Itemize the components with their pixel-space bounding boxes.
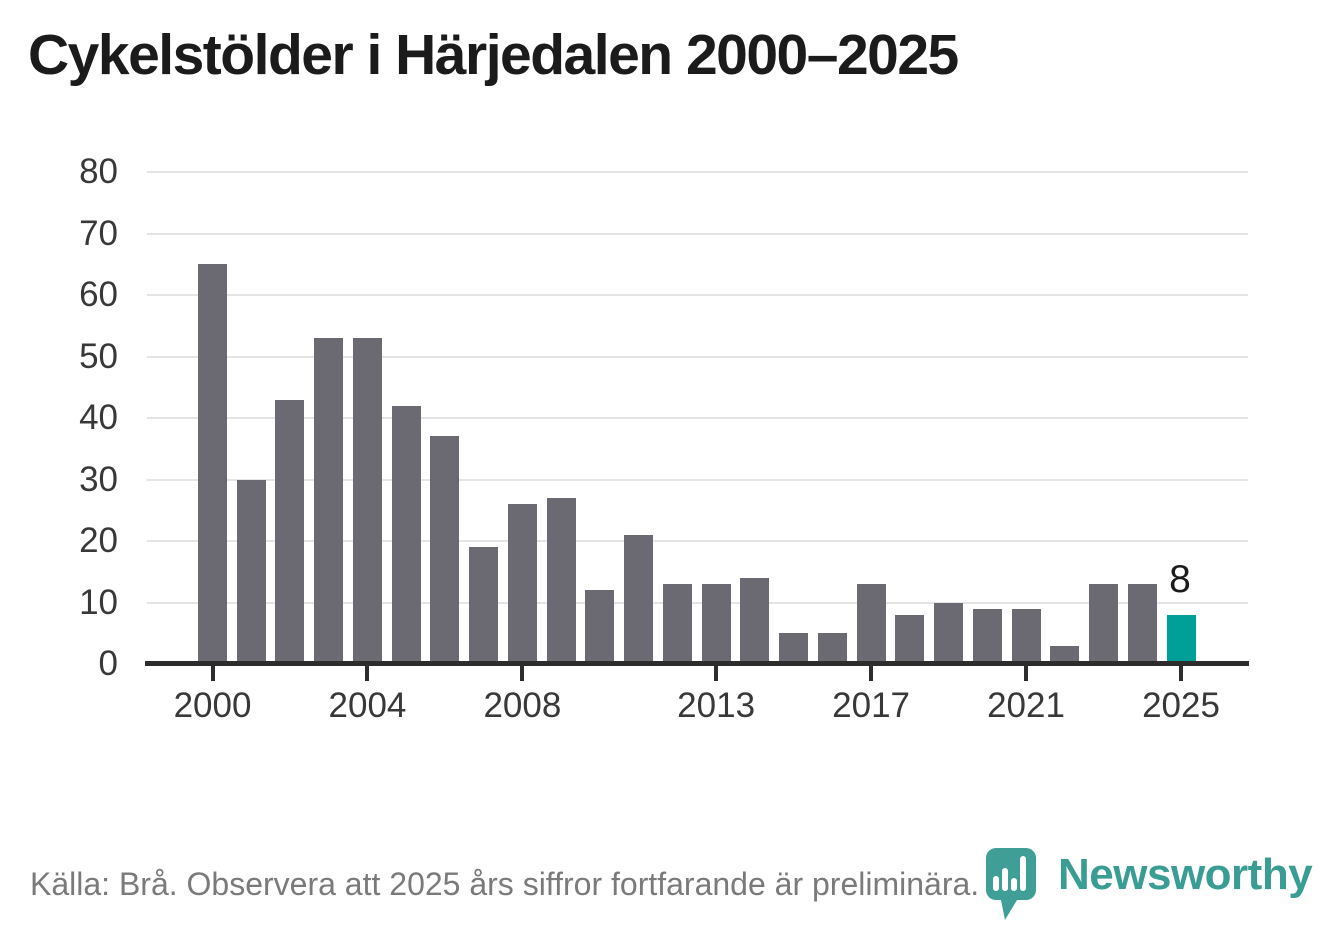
bar-2023 [1089, 584, 1119, 662]
x-axis-tick-2021 [1024, 666, 1029, 681]
x-axis-tick-label: 2017 [832, 686, 911, 725]
newsworthy-logo: Newsworthy [984, 848, 1313, 922]
gridline-y-60 [147, 294, 1248, 296]
gridline-y-80 [147, 171, 1248, 173]
bar-2010 [585, 590, 615, 662]
bar-2006 [430, 436, 460, 662]
bar-2009 [546, 497, 576, 662]
x-axis-tick-label: 2025 [1142, 686, 1220, 725]
highlight-value-label: 8 [1169, 558, 1191, 601]
x-axis-tick-2004 [365, 666, 370, 681]
gridline-y-40 [147, 417, 1248, 419]
bar-2011 [624, 534, 654, 662]
bar-2001 [236, 479, 266, 662]
bar-2014 [740, 577, 770, 662]
x-axis-tick-label: 2008 [483, 686, 562, 725]
gridline-y-20 [147, 540, 1248, 542]
bar-2007 [469, 547, 499, 662]
gridline-y-10 [147, 601, 1248, 604]
y-axis-tick-label: 50 [79, 336, 118, 376]
source-note: Källa: Brå. Observera att 2025 års siffr… [30, 866, 980, 902]
bar-2016 [817, 633, 847, 662]
y-axis-tick-label: 30 [79, 459, 118, 499]
bar-2018 [895, 614, 925, 662]
bar-2022 [1050, 645, 1080, 662]
bar-2003 [314, 338, 344, 662]
newsworthy-logo-text: Newsworthy [1058, 850, 1313, 899]
bar-2020 [972, 608, 1002, 662]
x-axis-tick-2025 [1179, 666, 1183, 681]
bar-2004 [352, 338, 382, 662]
y-axis-tick-label: 0 [98, 644, 118, 683]
bar-2008 [507, 504, 537, 662]
bar-2002 [275, 399, 305, 662]
chart-title: Cykelstölder i Härjedalen 2000–2025 [28, 23, 959, 87]
bar-2000 [198, 264, 227, 662]
x-axis-tick-2000 [210, 666, 215, 681]
y-axis-tick-label: 80 [79, 152, 118, 191]
x-axis-tick-label: 2000 [173, 686, 252, 725]
bar-2012 [662, 584, 692, 662]
x-axis-tick-2013 [714, 666, 719, 681]
bar-2005 [391, 405, 421, 662]
x-axis-line [145, 661, 1249, 666]
bar-2015 [779, 633, 809, 662]
y-axis-tick-label: 40 [79, 398, 118, 437]
newsworthy-logo-icon [986, 848, 1036, 920]
bar-2025 [1166, 614, 1196, 662]
gridline-y-70 [147, 232, 1248, 235]
y-axis-tick-label: 20 [79, 521, 118, 560]
y-axis-tick-label: 70 [79, 213, 118, 253]
y-axis-tick-label: 10 [79, 582, 118, 622]
x-axis-tick-label: 2004 [328, 686, 407, 725]
bar-2021 [1011, 608, 1041, 662]
bar-2024 [1127, 584, 1157, 662]
x-axis-tick-label: 2013 [677, 686, 756, 725]
x-axis-tick-2017 [869, 666, 874, 681]
gridline-y-30 [147, 478, 1248, 481]
x-axis-tick-2008 [520, 666, 525, 681]
bar-2019 [934, 602, 964, 662]
bar-2013 [701, 584, 731, 662]
x-axis-tick-label: 2021 [987, 686, 1065, 725]
y-axis-tick-label: 60 [79, 275, 118, 314]
bar-2017 [856, 584, 886, 662]
gridline-y-50 [147, 355, 1248, 358]
